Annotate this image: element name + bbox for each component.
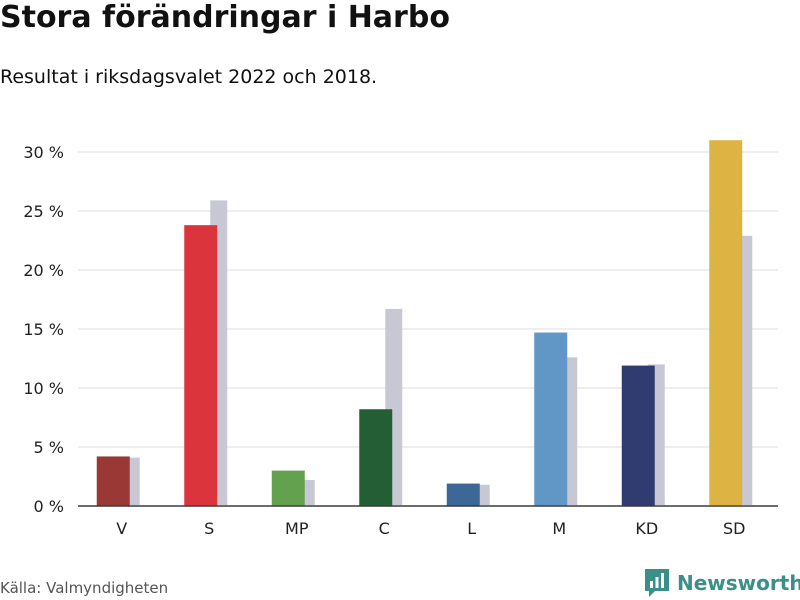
- bar-2022: [271, 470, 305, 506]
- brand-logo: Newsworthy: [643, 566, 800, 600]
- y-tick-label: 15 %: [23, 320, 64, 339]
- bar-2022: [184, 225, 218, 506]
- chart-title: Stora förändringar i Harbo: [0, 0, 450, 35]
- bar-2022: [621, 365, 655, 506]
- y-tick-label: 30 %: [23, 143, 64, 162]
- x-tick-label: V: [116, 519, 127, 538]
- y-tick-label: 25 %: [23, 202, 64, 221]
- bar-2022: [359, 409, 393, 506]
- bar-2022: [446, 483, 480, 506]
- x-tick-label: MP: [285, 519, 309, 538]
- x-tick-label: M: [552, 519, 566, 538]
- newsworthy-logo-icon: [645, 569, 669, 597]
- bar-chart: 0 % 5 % 10 % 15 % 20 % 25 % 30 % V S MP C L M KD SD: [23, 140, 778, 538]
- y-tick-label: 20 %: [23, 261, 64, 280]
- y-tick-label: 5 %: [34, 438, 64, 457]
- source-note: Källa: Valmyndigheten: [0, 579, 169, 597]
- x-tick-label: KD: [635, 519, 658, 538]
- y-tick-label: 0 %: [34, 497, 64, 516]
- x-tick-label: S: [204, 519, 214, 538]
- chart-subtitle: Resultat i riksdagsvalet 2022 och 2018.: [0, 66, 378, 88]
- y-tick-label: 10 %: [23, 379, 64, 398]
- x-tick-label: C: [379, 519, 390, 538]
- bar-2022: [534, 332, 568, 506]
- x-tick-label: L: [467, 519, 476, 538]
- bar-2022: [96, 456, 130, 506]
- x-tick-label: SD: [723, 519, 745, 538]
- brand-name: Newsworthy: [677, 571, 800, 595]
- bar-2022: [709, 140, 743, 506]
